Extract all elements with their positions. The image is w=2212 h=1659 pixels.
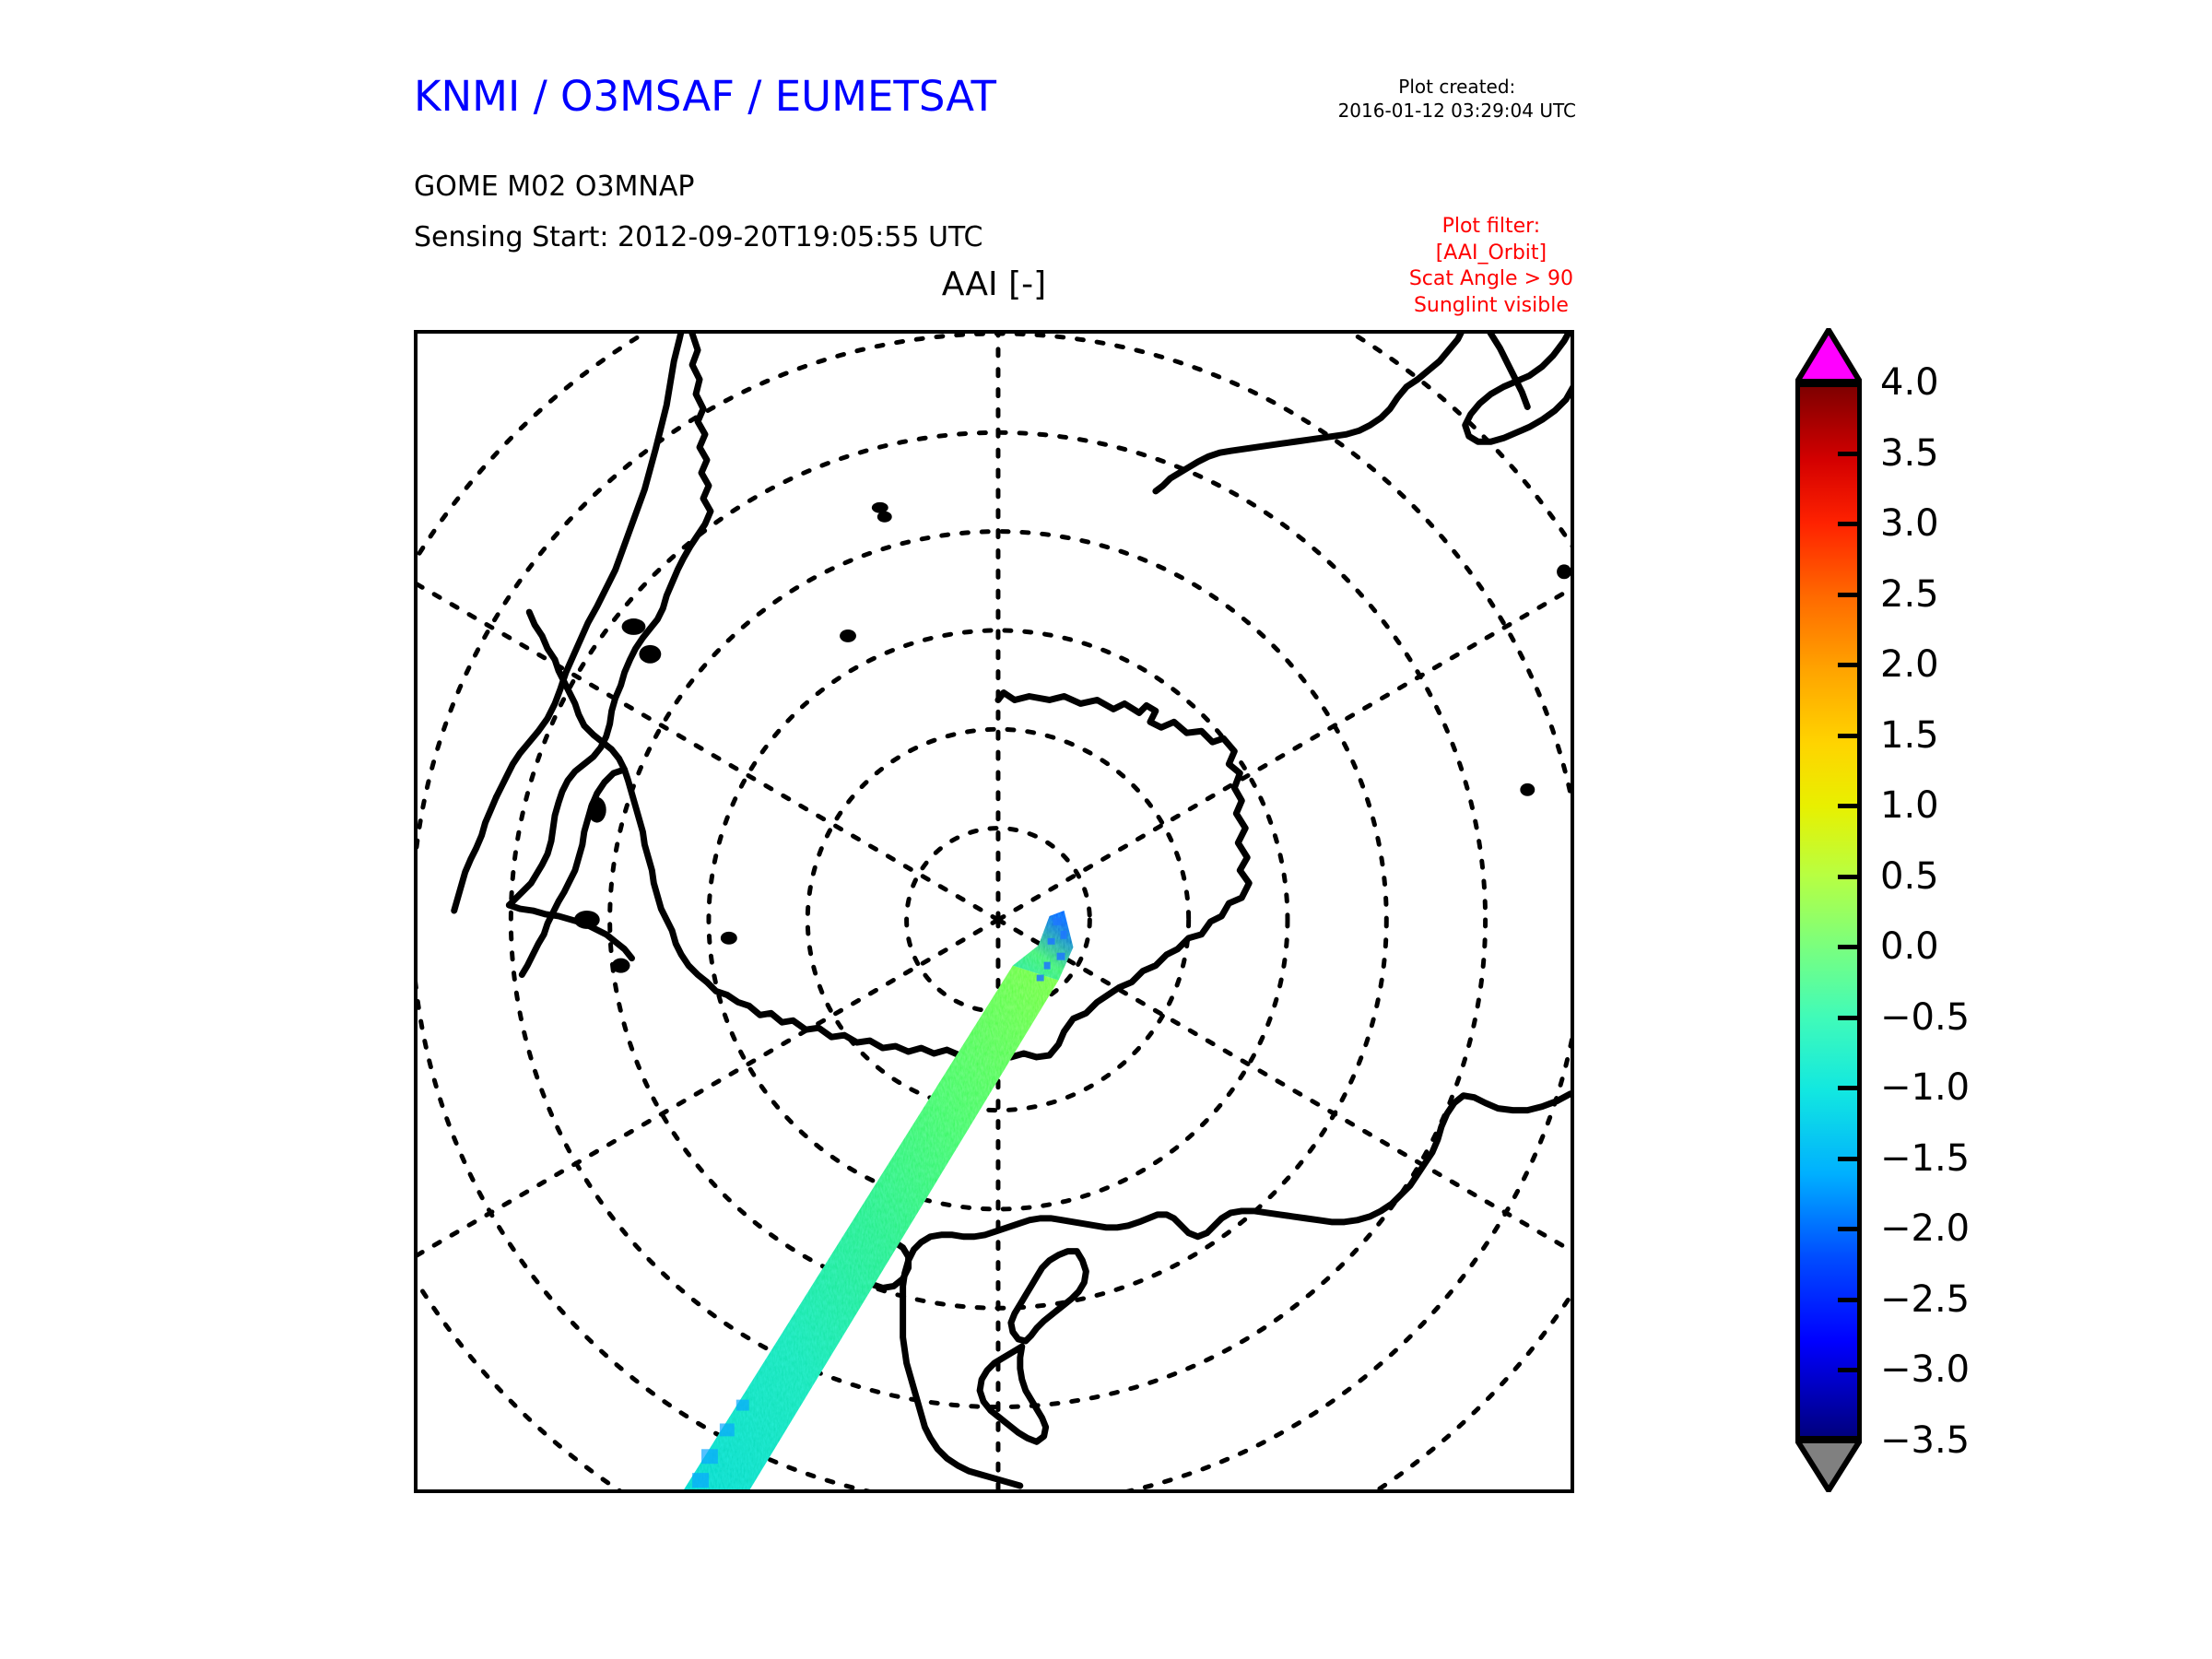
- coastline-australia: [857, 1090, 1571, 1489]
- colorbar-tick-label: 3.5: [1880, 431, 1939, 475]
- colorbar-tick: [1838, 733, 1860, 738]
- plot-filter-label: Plot filter:: [1441, 215, 1541, 238]
- coastline-africa: [1152, 334, 1531, 495]
- colorbar-tick: [1838, 1156, 1860, 1161]
- colorbar-tick-label: 0.0: [1880, 925, 1939, 969]
- map-plot-area[interactable]: [414, 330, 1574, 1493]
- colorbar-tick: [1838, 522, 1860, 527]
- colorbar-tick-label: −2.0: [1880, 1207, 1971, 1251]
- chart-title: AAI [-]: [941, 265, 1047, 303]
- plot-filter-scat-angle: Scat Angle > 90: [1408, 267, 1573, 291]
- colorbar-tick-label: −3.5: [1880, 1419, 1971, 1462]
- colorbar-tick-label: 0.5: [1880, 854, 1939, 898]
- colorbar-tick-label: −3.0: [1880, 1348, 1971, 1392]
- colorbar-tick: [1838, 1015, 1860, 1020]
- colorbar-tick: [1838, 663, 1860, 668]
- colorbar-tick: [1838, 945, 1860, 950]
- plot-created-timestamp: 2016-01-12 03:29:04 UTC: [1337, 99, 1576, 122]
- colorbar-tick: [1838, 874, 1860, 879]
- colorbar-tick-label: −1.5: [1880, 1136, 1971, 1180]
- colorbar[interactable]: 4.0 3.5 3.0 2.5 2.0 1.5 1.0 0.5 0.0 −0.5 −1.0 −1.5 −…: [1795, 328, 2164, 1492]
- colorbar-tick-label: 3.0: [1880, 502, 1939, 546]
- colorbar-tick: [1838, 804, 1860, 809]
- plot-filter-name: [AAI_Orbit]: [1435, 241, 1547, 265]
- page-title: KNMI / O3MSAF / EUMETSAT: [414, 72, 997, 121]
- aai-swath-speckles-low: [692, 1399, 749, 1488]
- coastline-madagascar: [1462, 334, 1571, 445]
- coastline-islands-indian-ocean: [871, 501, 1571, 796]
- colorbar-tick: [1838, 1086, 1860, 1091]
- colorbar-tick-label: −0.5: [1880, 995, 1971, 1039]
- colorbar-tick: [1838, 1297, 1860, 1302]
- aai-swath-speckles: [1036, 917, 1067, 982]
- colorbar-under-range-arrow-icon: [1795, 1439, 1862, 1492]
- plot-filter-sunglint: Sunglint visible: [1413, 293, 1569, 317]
- graticule-longitude-spokes: [418, 334, 1571, 1489]
- colorbar-tick: [1838, 451, 1860, 456]
- dataset-label: GOME M02 O3MNAP: [414, 171, 695, 203]
- colorbar-over-range-arrow-icon: [1795, 328, 1862, 383]
- colorbar-tick-label: 2.5: [1880, 572, 1939, 616]
- coastline-islands-south-atlantic: [573, 511, 892, 973]
- plot-filter-block: Plot filter: [AAI_Orbit] Scat Angle > 90…: [1409, 214, 1573, 319]
- sensing-start-label: Sensing Start: 2012-09-20T19:05:55 UTC: [414, 221, 983, 253]
- colorbar-tick-label: 1.5: [1880, 713, 1939, 757]
- aai-swath-tip: [1012, 911, 1074, 981]
- coastline-new-zealand: [976, 1248, 1089, 1445]
- colorbar-tick: [1838, 592, 1860, 597]
- colorbar-tick: [1838, 1368, 1860, 1373]
- colorbar-tick-label: 4.0: [1880, 361, 1939, 404]
- aai-swath-band: [684, 965, 1059, 1489]
- colorbar-tick: [1838, 1227, 1860, 1232]
- aai-swath: [684, 911, 1074, 1489]
- colorbar-tick: [1838, 1439, 1860, 1443]
- plot-created-label: Plot created:: [1398, 76, 1516, 98]
- coastline-antarctica: [551, 656, 1253, 1061]
- map-canvas: [418, 334, 1571, 1489]
- colorbar-tick: [1838, 381, 1860, 385]
- colorbar-tick-label: 1.0: [1880, 784, 1939, 828]
- colorbar-gradient[interactable]: [1795, 382, 1862, 1441]
- coastline-south-america: [451, 334, 714, 962]
- coastline-antarctic-peninsula: [518, 608, 629, 979]
- colorbar-tick-label: −1.0: [1880, 1066, 1971, 1110]
- colorbar-tick-label: 2.0: [1880, 643, 1939, 687]
- colorbar-tick-label: −2.5: [1880, 1277, 1971, 1321]
- plot-created-block: Plot created: 2016-01-12 03:29:04 UTC: [1338, 76, 1576, 123]
